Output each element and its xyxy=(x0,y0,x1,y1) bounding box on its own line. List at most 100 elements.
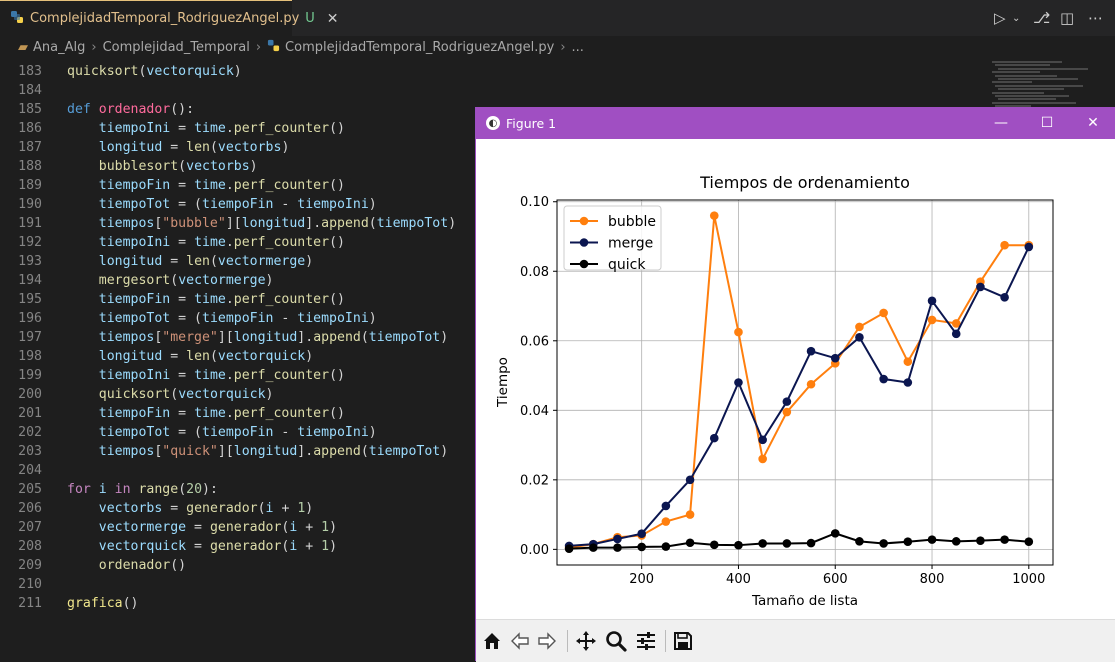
pan-icon[interactable] xyxy=(573,628,599,654)
minimap-line xyxy=(998,67,1088,70)
code-line[interactable]: 195 tiempoFin = time.perf_counter() xyxy=(0,290,990,309)
data-point-bubble xyxy=(1000,240,1009,250)
data-point-quick xyxy=(685,538,695,548)
breadcrumb-item[interactable]: ... xyxy=(571,39,584,55)
code-line[interactable]: 209 ordenador() xyxy=(0,556,990,575)
forward-arrow-icon[interactable] xyxy=(534,628,560,654)
code-text: tiempoTot = (tiempoFin - tiempoIni) xyxy=(67,309,377,328)
code-token: ( xyxy=(138,64,147,79)
code-line[interactable]: 202 tiempoTot = (tiempoFin - tiempoIni) xyxy=(0,423,990,442)
code-token: vectormerge xyxy=(178,273,266,288)
data-point-bubble xyxy=(927,315,937,325)
code-token: = xyxy=(186,520,210,535)
code-token: append xyxy=(313,444,361,459)
code-token xyxy=(67,425,99,440)
code-token: in xyxy=(106,482,139,497)
tab-close-icon[interactable]: ✕ xyxy=(326,10,339,27)
more-actions-icon[interactable]: ⋯ xyxy=(1088,9,1103,27)
data-point-bubble xyxy=(806,379,816,389)
run-icon[interactable]: ▷ xyxy=(994,9,1006,27)
maximize-button[interactable]: ☐ xyxy=(1040,115,1054,131)
code-line[interactable]: 191 tiempos["bubble"][longitud].append(t… xyxy=(0,214,990,233)
configure-subplots-icon[interactable] xyxy=(633,628,659,654)
code-token xyxy=(67,121,99,136)
code-line[interactable]: 187 longitud = len(vectorbs) xyxy=(0,138,990,157)
line-number: 183 xyxy=(18,64,42,79)
minimap-line xyxy=(992,81,1032,84)
code-line[interactable]: 203 tiempos["quick"][longitud].append(ti… xyxy=(0,442,990,461)
code-token: ][ xyxy=(217,444,234,459)
run-dropdown-icon[interactable]: ⌄ xyxy=(1012,13,1021,24)
code-token xyxy=(67,197,99,212)
save-icon[interactable] xyxy=(670,628,696,654)
code-token: len xyxy=(186,140,210,155)
figure-title: Figure 1 xyxy=(506,115,557,131)
code-editor[interactable]: 183 quicksort(vectorquick) 184 185 def orden… xyxy=(0,62,990,632)
code-token: () xyxy=(329,406,345,421)
figure-titlebar[interactable]: ◐ Figure 1 — ☐ ✕ xyxy=(476,107,1115,139)
code-line[interactable]: 189 tiempoFin = time.perf_counter() xyxy=(0,176,990,195)
data-point-merge xyxy=(734,378,743,387)
code-line[interactable]: 204 xyxy=(0,461,990,480)
code-line[interactable]: 201 tiempoFin = time.perf_counter() xyxy=(0,404,990,423)
line-number: 206 xyxy=(18,501,42,516)
home-icon[interactable] xyxy=(479,628,505,654)
code-line[interactable]: 188 bubblesort(vectorbs) xyxy=(0,157,990,176)
breadcrumb-item[interactable]: ComplejidadTemporal_RodriguezAngel.py xyxy=(285,39,555,55)
breadcrumb-item[interactable]: Ana_Alg xyxy=(33,39,86,55)
code-token xyxy=(67,387,99,402)
minimap-line xyxy=(995,74,1057,77)
minimize-button[interactable]: — xyxy=(994,115,1008,131)
back-arrow-icon[interactable] xyxy=(507,628,533,654)
code-text: tiempoIni = time.perf_counter() xyxy=(67,233,345,252)
code-line[interactable]: 206 vectorbs = generador(i + 1) xyxy=(0,499,990,518)
code-token xyxy=(67,406,99,421)
code-token: time xyxy=(194,121,226,136)
code-token: longitud xyxy=(98,349,163,364)
code-token: "merge" xyxy=(162,330,218,345)
code-line[interactable]: 190 tiempoTot = (tiempoFin - tiempoIni) xyxy=(0,195,990,214)
code-line[interactable]: 183 quicksort(vectorquick) xyxy=(0,62,990,81)
code-line[interactable]: 192 tiempoIni = time.perf_counter() xyxy=(0,233,990,252)
code-line[interactable]: 197 tiempos["merge"][longitud].append(ti… xyxy=(0,328,990,347)
split-editor-icon[interactable]: ◫ xyxy=(1060,9,1075,27)
code-line[interactable]: 210 xyxy=(0,575,990,594)
code-line[interactable]: 193 longitud = len(vectormerge) xyxy=(0,252,990,271)
data-point-merge xyxy=(976,282,985,292)
code-line[interactable]: 198 longitud = len(vectorquick) xyxy=(0,347,990,366)
source-control-icon[interactable]: ⎇ xyxy=(1033,9,1051,27)
code-token: . xyxy=(225,121,234,136)
code-token: perf_counter xyxy=(233,406,330,421)
code-line[interactable]: 200 quicksort(vectorquick) xyxy=(0,385,990,404)
line-number: 200 xyxy=(18,387,42,402)
data-point-merge xyxy=(903,378,913,387)
code-token: ) xyxy=(329,539,338,554)
series-line-merge xyxy=(569,246,1030,547)
code-token: tiempoFin xyxy=(98,178,171,193)
line-number: 210 xyxy=(18,577,42,592)
code-token: vectorquick xyxy=(98,539,187,554)
chevron-right-icon: › xyxy=(255,39,262,55)
code-line[interactable]: 199 tiempoIni = time.perf_counter() xyxy=(0,366,990,385)
zoom-icon[interactable] xyxy=(603,628,629,654)
code-line[interactable]: 208 vectorquick = generador(i + 1) xyxy=(0,537,990,556)
close-button[interactable]: ✕ xyxy=(1087,115,1099,131)
code-token: vectorquick xyxy=(146,64,234,79)
y-tick-label: 0.06 xyxy=(520,334,549,349)
code-line[interactable]: 205 for i in range(20): xyxy=(0,480,990,499)
code-line[interactable]: 194 mergesort(vectormerge) xyxy=(0,271,990,290)
plot-canvas[interactable]: Tiempos de ordenamiento 200 400 600 800 1000… xyxy=(476,139,1115,619)
code-line[interactable]: 196 tiempoTot = (tiempoFin - tiempoIni) xyxy=(0,309,990,328)
data-point-merge xyxy=(1000,293,1009,302)
breadcrumb-item[interactable]: Complejidad_Temporal xyxy=(102,39,250,55)
code-token: time xyxy=(194,178,226,193)
code-token: tiempos xyxy=(98,444,155,459)
editor-tab[interactable]: ComplejidadTemporal_RodriguezAngel.py U … xyxy=(0,0,339,36)
code-line[interactable]: 185 def ordenador(): xyxy=(0,100,990,119)
code-line[interactable]: 211 grafica() xyxy=(0,594,990,613)
code-line[interactable]: 186 tiempoIni = time.perf_counter() xyxy=(0,119,990,138)
code-token: tiempoTot xyxy=(98,311,171,326)
code-line[interactable]: 207 vectormerge = generador(i + 1) xyxy=(0,518,990,537)
code-line[interactable]: 184 xyxy=(0,81,990,100)
y-axis-label: Tiempo xyxy=(495,357,511,408)
